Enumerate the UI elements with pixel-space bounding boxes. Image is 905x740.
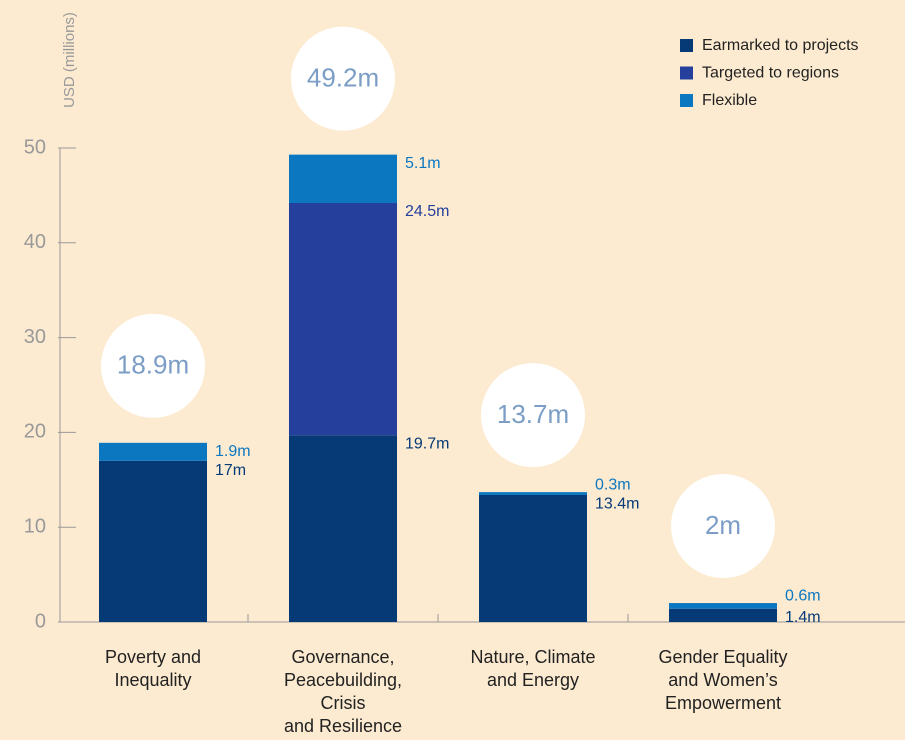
value-label: 1.4m <box>785 609 821 626</box>
value-label: 1.9m <box>215 443 251 460</box>
legend-label: Earmarked to projects <box>702 37 859 54</box>
x-tick-label: Poverty and Inequality <box>104 647 202 690</box>
total-bubble <box>101 313 205 418</box>
value-label: 13.4m <box>595 495 639 512</box>
total-label: 13.7m <box>497 399 569 429</box>
value-label: 0.3m <box>595 476 631 493</box>
total-bubble <box>481 363 585 468</box>
y-tick-label: 40 <box>24 231 46 253</box>
y-tick-label: 20 <box>24 421 46 443</box>
y-tick-label: 30 <box>24 326 46 348</box>
bar-segment <box>289 435 397 622</box>
bar-segment <box>479 492 587 495</box>
value-label: 0.6m <box>785 587 821 604</box>
legend-swatch <box>680 39 693 52</box>
total-label: 2m <box>705 510 741 540</box>
value-label: 5.1m <box>405 155 441 172</box>
bar-segment <box>669 603 777 609</box>
x-tick-label: Nature, Climate and Energy <box>470 647 596 690</box>
y-tick-label: 10 <box>24 515 46 537</box>
legend-swatch <box>680 66 693 80</box>
total-bubble <box>671 474 775 579</box>
bar-segment <box>99 442 207 461</box>
y-tick-label: 50 <box>24 136 46 158</box>
bar-segment <box>289 154 397 203</box>
legend-swatch <box>680 94 693 107</box>
value-label: 17m <box>215 462 246 479</box>
y-tick-label: 0 <box>35 610 46 632</box>
x-tick-label: Governance, Peacebuilding, Crisis and Re… <box>283 647 403 736</box>
total-label: 18.9m <box>117 350 189 380</box>
y-axis-label: USD (millions) <box>61 12 78 108</box>
bar-segment <box>289 202 397 436</box>
bar-segment <box>479 494 587 622</box>
x-tick-label: Gender Equality and Women’s Empowerment <box>658 647 788 713</box>
legend-label: Targeted to regions <box>702 65 839 82</box>
legend-label: Flexible <box>702 92 757 109</box>
value-label: 24.5m <box>405 203 449 220</box>
value-label: 19.7m <box>405 435 449 452</box>
total-label: 49.2m <box>307 62 379 92</box>
total-bubble <box>291 26 395 131</box>
bar-segment <box>99 460 207 622</box>
bar-segment <box>669 608 777 622</box>
